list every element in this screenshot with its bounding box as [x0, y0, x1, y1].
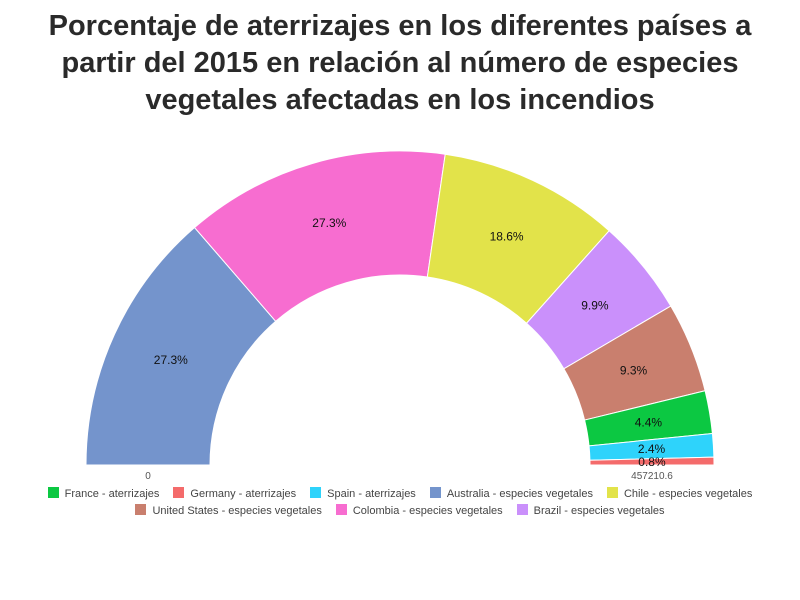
slice-value-label: 2.4% — [638, 442, 666, 456]
slice-value-label: 27.3% — [154, 353, 188, 367]
legend-item[interactable]: Chile - especies vegetales — [606, 486, 753, 503]
chart-title-line: partir del 2015 en relación al número de… — [61, 47, 739, 79]
legend-row: France - aterrizajes Germany - aterrizaje… — [30, 486, 770, 503]
legend-swatch — [173, 487, 185, 498]
legend-swatch — [335, 504, 347, 515]
slices-layer — [85, 150, 715, 466]
legend-item[interactable]: Germany - aterrizajes — [173, 486, 296, 503]
legend-label: Chile - especies vegetales — [623, 488, 753, 500]
legend-label: Colombia - especies vegetales — [352, 505, 503, 517]
chart-legend: France - aterrizajes Germany - aterrizaje… — [30, 486, 770, 520]
legend-swatch — [516, 504, 528, 515]
slice-value-label: 0.8% — [638, 455, 666, 469]
legend-item[interactable]: Australia - especies vegetales — [429, 486, 593, 503]
legend-swatch — [429, 487, 441, 498]
legend-swatch — [135, 504, 147, 515]
legend-label: Brazil - especies vegetales — [533, 505, 665, 517]
axis-min-label: 0 — [145, 471, 151, 482]
slice-value-label: 4.4% — [635, 415, 663, 429]
slice-value-label: 27.3% — [312, 216, 346, 230]
legend-item[interactable]: United States - especies vegetales — [135, 503, 322, 520]
chart-title-line: Porcentaje de aterrizajes en los diferen… — [48, 10, 752, 42]
labels-layer: 27.3% 27.3% 18.6% 9.9% 9.3% 4.4% 2.4%0.8% — [154, 216, 666, 469]
slice-value-label: 9.3% — [620, 363, 648, 377]
chart-title-line: vegetales afectadas en los incendios — [145, 84, 655, 116]
axis-max-label: 457210.6 — [631, 471, 673, 482]
legend-item[interactable]: Colombia - especies vegetales — [335, 503, 503, 520]
legend-item[interactable]: France - aterrizajes — [47, 486, 160, 503]
legend-label: Germany - aterrizajes — [190, 488, 297, 500]
slice-germany-aterrizajes[interactable] — [589, 456, 715, 466]
legend-label: United States - especies vegetales — [152, 505, 322, 517]
slice-value-label: 9.9% — [581, 298, 609, 312]
legend-label: Spain - aterrizajes — [327, 488, 416, 500]
legend-label: France - aterrizajes — [64, 488, 160, 500]
legend-item[interactable]: Brazil - especies vegetales — [516, 503, 665, 520]
legend-label: Australia - especies vegetales — [446, 488, 593, 500]
legend-swatch — [310, 487, 322, 498]
legend-swatch — [47, 487, 59, 498]
slice-value-label: 18.6% — [490, 230, 524, 244]
legend-row: United States - especies vegetales Colomb… — [30, 503, 770, 520]
chart-title: Porcentaje de aterrizajes en los diferen… — [0, 8, 800, 119]
legend-swatch — [606, 487, 618, 498]
legend-item[interactable]: Spain - aterrizajes — [310, 486, 416, 503]
